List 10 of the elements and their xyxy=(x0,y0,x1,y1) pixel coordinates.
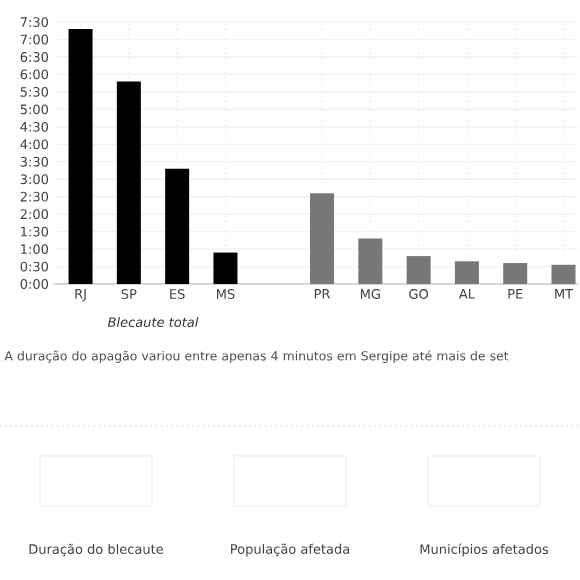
bar xyxy=(454,261,479,285)
bar xyxy=(310,193,335,285)
bar xyxy=(503,263,528,285)
bar xyxy=(68,29,93,285)
bar xyxy=(358,238,383,285)
bar xyxy=(406,256,431,285)
bar xyxy=(116,81,141,285)
bar xyxy=(165,168,190,285)
bar xyxy=(213,252,238,285)
bar xyxy=(551,264,576,285)
